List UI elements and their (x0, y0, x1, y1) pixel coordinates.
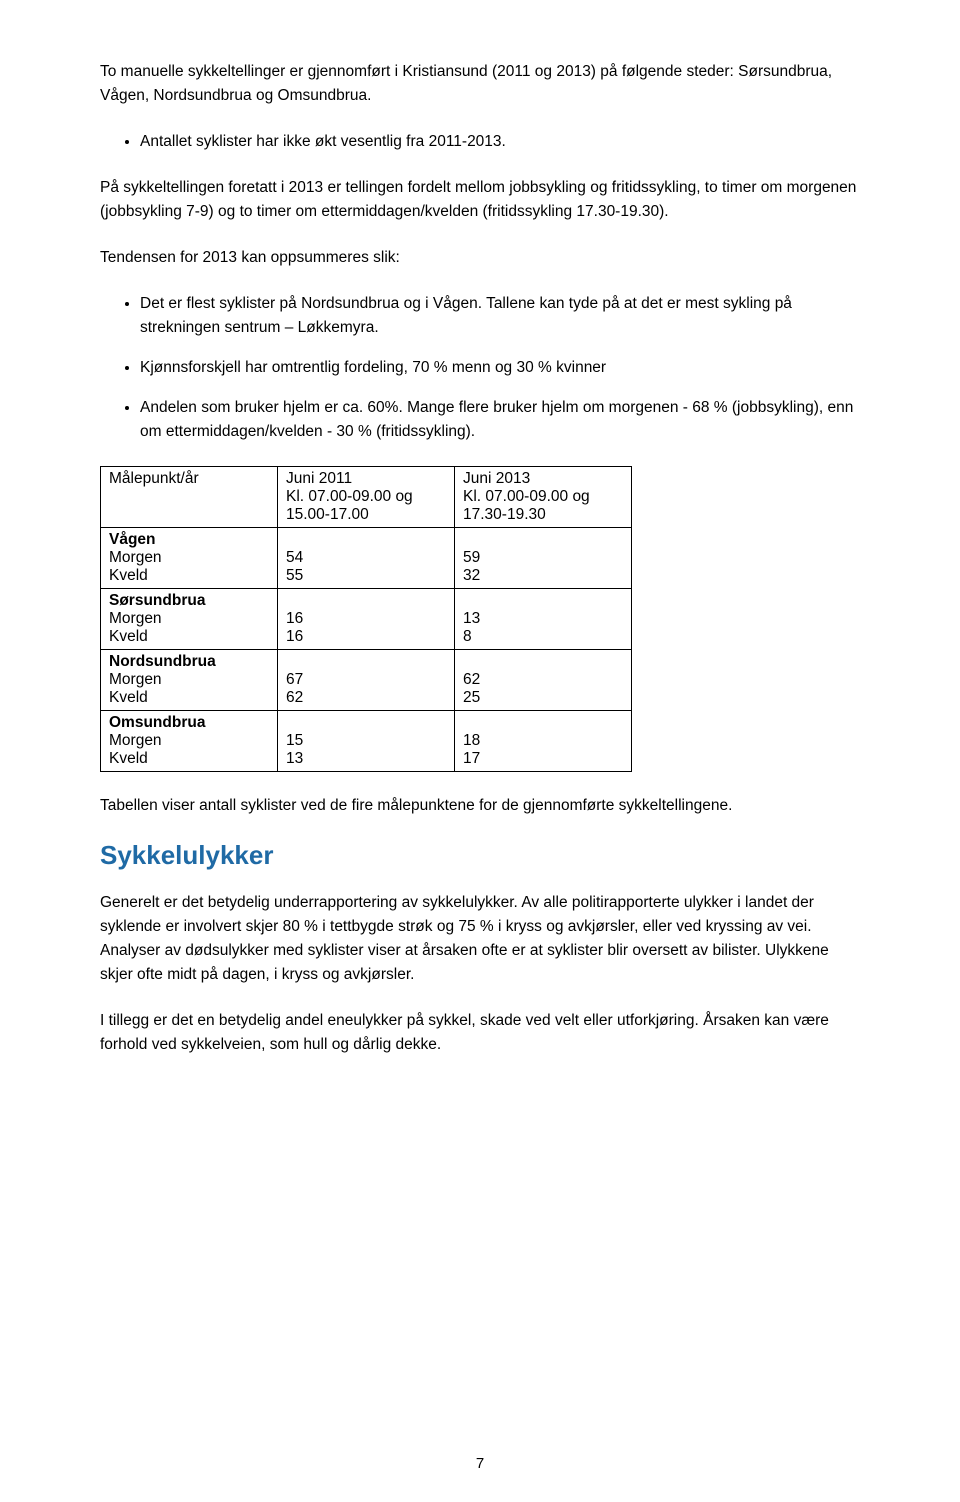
cell-value: 18 (463, 732, 480, 749)
paragraph-accidents-2: I tillegg er det en betydelig andel eneu… (100, 1009, 860, 1057)
cell-value: 16 (286, 610, 303, 627)
section-heading-sykkelulykker: Sykkelulykker (100, 840, 860, 871)
table-cell: Nordsundbrua Morgen Kveld (101, 650, 278, 711)
group-name: Omsundbrua (109, 714, 205, 731)
table-cell: 59 32 (455, 528, 632, 589)
cell-value: 17 (463, 750, 480, 767)
cell-value: 62 (463, 671, 480, 688)
page-number: 7 (0, 1455, 960, 1472)
cell-value: 55 (286, 567, 303, 584)
paragraph-tendency-lead: Tendensen for 2013 kan oppsummeres slik: (100, 246, 860, 270)
table-header-cell: Juni 2011 Kl. 07.00-09.00 og 15.00-17.00 (278, 467, 455, 528)
list-item: Kjønnsforskjell har omtrentlig fordeling… (140, 356, 860, 380)
cell-value: 15 (286, 732, 303, 749)
table-row: Omsundbrua Morgen Kveld 15 13 18 17 (101, 711, 632, 772)
list-item: Det er flest syklister på Nordsundbrua o… (140, 292, 860, 340)
row-label: Kveld (109, 689, 148, 706)
cell-value: 13 (463, 610, 480, 627)
group-name: Vågen (109, 531, 156, 548)
group-name: Nordsundbrua (109, 653, 216, 670)
row-label: Kveld (109, 567, 148, 584)
cell-value: 32 (463, 567, 480, 584)
list-item: Antallet syklister har ikke økt vesentli… (140, 130, 860, 154)
row-label: Morgen (109, 671, 162, 688)
group-name: Sørsundbrua (109, 592, 205, 609)
table-cell: 67 62 (278, 650, 455, 711)
cell-value: 62 (286, 689, 303, 706)
counts-table: Målepunkt/år Juni 2011 Kl. 07.00-09.00 o… (100, 466, 632, 772)
cell-value: 67 (286, 671, 303, 688)
row-label: Morgen (109, 732, 162, 749)
table-header-cell: Juni 2013 Kl. 07.00-09.00 og 17.30-19.30 (455, 467, 632, 528)
cell-value: 8 (463, 628, 472, 645)
paragraph-method: På sykkeltellingen foretatt i 2013 er te… (100, 176, 860, 224)
paragraph-table-caption: Tabellen viser antall syklister ved de f… (100, 794, 860, 818)
paragraph-intro: To manuelle sykkeltellinger er gjennomfø… (100, 60, 860, 108)
paragraph-accidents-1: Generelt er det betydelig underrapporter… (100, 891, 860, 987)
cell-value: 13 (286, 750, 303, 767)
table-header-row: Målepunkt/år Juni 2011 Kl. 07.00-09.00 o… (101, 467, 632, 528)
table-row: Nordsundbrua Morgen Kveld 67 62 62 25 (101, 650, 632, 711)
row-label: Morgen (109, 610, 162, 627)
page-container: To manuelle sykkeltellinger er gjennomfø… (0, 0, 960, 1502)
list-item: Andelen som bruker hjelm er ca. 60%. Man… (140, 396, 860, 444)
row-label: Kveld (109, 750, 148, 767)
table-row: Vågen Morgen Kveld 54 55 59 32 (101, 528, 632, 589)
cell-value: 59 (463, 549, 480, 566)
bullet-list-1: Antallet syklister har ikke økt vesentli… (100, 130, 860, 154)
table-cell: 15 13 (278, 711, 455, 772)
cell-value: 25 (463, 689, 480, 706)
table-cell: 18 17 (455, 711, 632, 772)
table-cell: Vågen Morgen Kveld (101, 528, 278, 589)
table-cell: Omsundbrua Morgen Kveld (101, 711, 278, 772)
table-cell: 62 25 (455, 650, 632, 711)
table-cell: Sørsundbrua Morgen Kveld (101, 589, 278, 650)
bullet-list-2: Det er flest syklister på Nordsundbrua o… (100, 292, 860, 444)
table-cell: 16 16 (278, 589, 455, 650)
table-header-cell: Målepunkt/år (101, 467, 278, 528)
table-row: Sørsundbrua Morgen Kveld 16 16 13 8 (101, 589, 632, 650)
cell-value: 16 (286, 628, 303, 645)
row-label: Kveld (109, 628, 148, 645)
table-cell: 13 8 (455, 589, 632, 650)
row-label: Morgen (109, 549, 162, 566)
table-cell: 54 55 (278, 528, 455, 589)
cell-value: 54 (286, 549, 303, 566)
